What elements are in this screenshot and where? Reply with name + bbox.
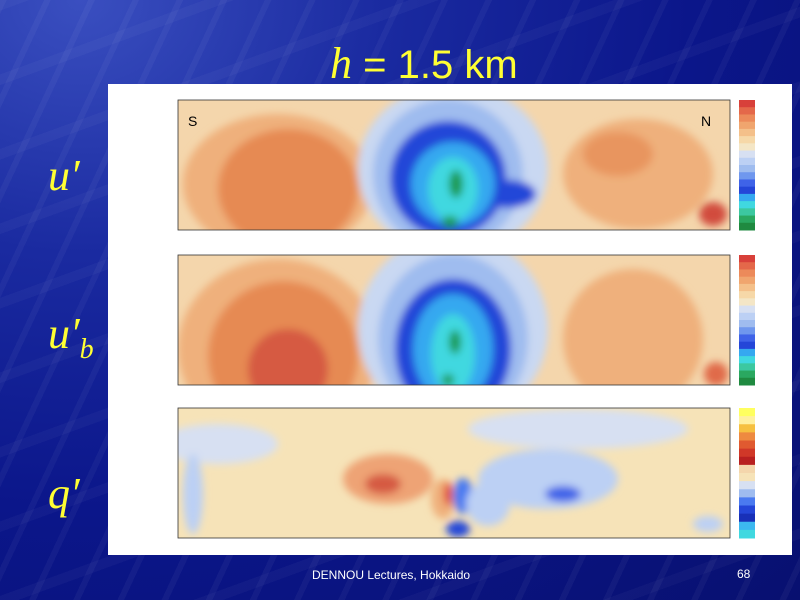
row-symbol: q (48, 469, 70, 518)
colorbar-swatch (739, 341, 755, 350)
colorbar-swatch (739, 157, 755, 166)
colorbar-swatch (739, 481, 755, 490)
colorbar-swatch (739, 165, 755, 173)
colorbar-swatch (739, 473, 755, 482)
figure-panel: S N (108, 84, 792, 555)
colorbar-swatch (739, 416, 755, 425)
colorbar-swatch (739, 276, 755, 285)
colorbar-swatch (739, 172, 755, 180)
colorbar-swatch (739, 489, 755, 498)
colorbar-swatch (739, 521, 755, 531)
colorbar-swatch (739, 348, 755, 357)
plot-u: S N (178, 100, 730, 230)
colorbar-swatch (739, 432, 755, 441)
row-symbol: u (48, 309, 70, 358)
colorbar-swatch (739, 305, 755, 314)
row-prime: ′ (70, 309, 80, 358)
colorbar-swatch (739, 136, 755, 144)
colorbar-swatch (739, 298, 755, 307)
colorbar-swatch (739, 370, 755, 379)
colorbar-swatch (739, 327, 755, 335)
row-label: u′ (48, 150, 80, 201)
colorbar-swatch (739, 150, 755, 159)
colorbar-swatch (739, 448, 755, 458)
colorbar-swatch (739, 408, 755, 417)
colorbar-swatch (739, 143, 755, 152)
colorbar-swatch (739, 128, 755, 137)
colorbar-swatch (739, 262, 755, 270)
colorbar-swatch (739, 505, 755, 515)
colorbar-swatch (739, 377, 755, 386)
colorbar-swatch (739, 356, 755, 364)
colorbars (739, 100, 755, 539)
colorbar-swatch (739, 186, 755, 195)
colorbar-swatch (739, 312, 755, 321)
colorbar-swatch (739, 121, 755, 130)
plot-ub (178, 255, 730, 385)
slide-title: h = 1.5 km (330, 38, 518, 89)
colorbar-swatch (739, 529, 755, 539)
north-label: N (701, 113, 711, 129)
colorbar-swatch (739, 283, 755, 292)
colorbar-swatch (739, 424, 755, 433)
footer: DENNOU Lectures, Hokkaido (312, 568, 471, 582)
row-symbol: u (48, 151, 70, 200)
colorbar-swatch (739, 363, 755, 372)
colorbar-swatch (739, 497, 755, 506)
colorbar-swatch (739, 513, 755, 523)
row-prime: ′ (70, 469, 80, 518)
row-prime: ′ (70, 151, 80, 200)
colorbar-swatch (739, 464, 755, 474)
plot-frames (177, 99, 731, 539)
row-label: q′ (48, 468, 80, 519)
colorbar-swatch (739, 320, 755, 328)
colorbar-swatch (739, 456, 755, 466)
colorbar-swatch (739, 291, 755, 299)
colorbar-swatch (739, 100, 755, 108)
row-subscript: b (79, 333, 94, 365)
colorbar-swatch (739, 222, 755, 231)
colorbar-swatch (739, 201, 755, 209)
south-label: S (188, 113, 197, 129)
colorbar-swatch (739, 193, 755, 202)
colorbar-swatch (739, 440, 755, 450)
colorbar-swatch (739, 114, 755, 123)
colorbar-swatch (739, 208, 755, 217)
title-variable: h (330, 39, 352, 88)
title-rest: = 1.5 km (363, 43, 518, 87)
colorbar-swatch (739, 334, 755, 343)
colorbar-swatch (739, 255, 755, 263)
contour-figure: S N (177, 99, 755, 539)
colorbar-swatch (739, 179, 755, 188)
colorbar-swatch (739, 269, 755, 278)
colorbar-swatch (739, 215, 755, 224)
page-number: 68 (737, 567, 751, 581)
colorbar-swatch (739, 107, 755, 115)
row-label: u′b (48, 308, 94, 366)
plot-q (178, 408, 730, 538)
